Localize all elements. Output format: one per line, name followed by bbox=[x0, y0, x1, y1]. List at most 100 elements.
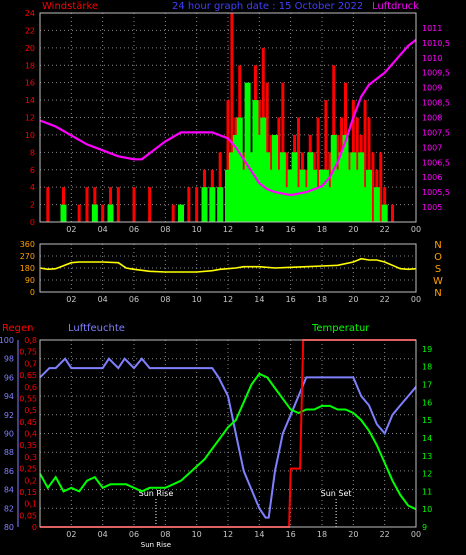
rain-y-tick-label: 0,5 bbox=[24, 406, 37, 415]
direction-y-tick-label: 90 bbox=[25, 276, 35, 285]
wind-speed-bar bbox=[116, 187, 120, 222]
temperature-y-tick-label: 15 bbox=[422, 416, 432, 425]
wind-gust-bar bbox=[326, 187, 333, 222]
rain-y-tick-label: 0,65 bbox=[19, 371, 37, 380]
wind-x-tick-label: 18 bbox=[317, 225, 327, 234]
sunrise-label: Sun Rise bbox=[139, 489, 174, 498]
humidity-y-tick-label: 94 bbox=[4, 392, 14, 401]
wind-gust-bar bbox=[315, 187, 322, 222]
rain-x-tick-label: 06 bbox=[129, 530, 139, 539]
direction-x-tick-label: 16 bbox=[286, 295, 296, 304]
rain-x-tick-label: 16 bbox=[286, 530, 296, 539]
wind-gust-bar bbox=[299, 169, 306, 222]
wind-y-tick-label: 16 bbox=[25, 79, 35, 88]
wind-gust-bar bbox=[272, 134, 278, 222]
direction-x-tick-label: 12 bbox=[223, 295, 233, 304]
wind-x-tick-label: 22 bbox=[380, 225, 390, 234]
rain-x-tick-label: 08 bbox=[160, 530, 170, 539]
wind-gust-bar bbox=[303, 187, 310, 222]
wind-speed-bar bbox=[371, 152, 375, 222]
wind-speed-bar bbox=[226, 100, 230, 222]
wind-gust-bar bbox=[322, 169, 329, 222]
rain-x-tick-label: 18 bbox=[317, 530, 327, 539]
wind-gust-bar bbox=[373, 187, 380, 222]
humidity-y-tick-label: 82 bbox=[4, 504, 14, 513]
pressure-y-tick-label: 1007 bbox=[422, 143, 442, 152]
humidity-y-tick-label: 84 bbox=[4, 486, 14, 495]
temperature-line bbox=[39, 372, 417, 511]
wind-speed-bar bbox=[85, 187, 89, 222]
wind-gust-bar bbox=[244, 82, 251, 223]
direction-x-tick-label: 18 bbox=[317, 295, 327, 304]
wind-speed-bar bbox=[46, 187, 50, 222]
rain-y-tick-label: 0,25 bbox=[19, 465, 37, 474]
wind-gust-bar bbox=[91, 204, 98, 222]
wind-pressure-panel: 02 04 06 08 10 12 14 16 18 20 22 000246810121416182… bbox=[25, 9, 450, 234]
wind-gust-bar bbox=[178, 204, 184, 222]
wind-speed-bar bbox=[218, 152, 222, 222]
pressure-line bbox=[39, 39, 417, 197]
wind-gust-bar bbox=[362, 187, 369, 222]
wind-y-tick-label: 10 bbox=[25, 131, 35, 140]
direction-y-tick-label: 360 bbox=[20, 240, 35, 249]
wind-gust-bar bbox=[283, 187, 290, 222]
wind-gust-bar bbox=[256, 134, 263, 222]
wind-speed-bar bbox=[187, 187, 191, 222]
wind-gust-bar bbox=[275, 169, 282, 222]
pressure-y-tick-label: 1006,5 bbox=[422, 158, 450, 167]
wind-speed-bar bbox=[101, 204, 105, 222]
temperature-y-tick-label: 9 bbox=[422, 523, 427, 532]
rain-x-tick-label: 20 bbox=[348, 530, 358, 539]
wind-gust-bar bbox=[295, 187, 302, 222]
wind-speed-bar bbox=[316, 117, 320, 222]
direction-x-tick-label: 14 bbox=[254, 295, 264, 304]
wind-speed-bar bbox=[363, 100, 367, 222]
wind-gust-bar bbox=[338, 152, 345, 222]
rain-x-tick-label: 00 bbox=[411, 530, 421, 539]
wind-gust-bar bbox=[264, 152, 271, 222]
direction-x-tick-label: 22 bbox=[380, 295, 390, 304]
rain-y-tick-label: 0,3 bbox=[24, 453, 37, 462]
wind-gust-bar bbox=[225, 169, 231, 222]
wind-gust-bar bbox=[311, 169, 318, 222]
wind-x-tick-label: 04 bbox=[98, 225, 108, 234]
wind-gust-bar bbox=[330, 134, 337, 222]
wind-gust-bar bbox=[228, 152, 235, 222]
wind-gust-bar bbox=[107, 204, 114, 222]
wind-gust-bar bbox=[346, 169, 353, 222]
compass-label: W bbox=[433, 276, 443, 287]
sunset-label: Sun Set bbox=[321, 489, 352, 498]
wind-y-tick-label: 0 bbox=[30, 218, 35, 227]
wind-gust-bar bbox=[236, 117, 243, 222]
direction-x-tick-label: 04 bbox=[98, 295, 108, 304]
wind-x-tick-label: 02 bbox=[66, 225, 76, 234]
wind-speed-bar bbox=[391, 204, 394, 222]
temperature-y-tick-label: 11 bbox=[422, 487, 432, 496]
rain-x-tick-label: 10 bbox=[192, 530, 202, 539]
humidity-title: Luftfeuchte bbox=[68, 323, 125, 334]
compass-label: N bbox=[434, 240, 441, 251]
pressure-title: Luftdruck bbox=[372, 1, 419, 12]
rain-y-tick-label: 0,05 bbox=[19, 511, 37, 520]
wind-gust-bar bbox=[232, 134, 239, 222]
rain-title: Regen bbox=[2, 323, 34, 334]
humidity-line bbox=[39, 357, 417, 519]
wind-y-tick-label: 12 bbox=[25, 114, 35, 123]
wind-x-tick-label: 08 bbox=[160, 225, 170, 234]
wind-x-tick-label: 10 bbox=[192, 225, 202, 234]
wind-gust-bar bbox=[260, 117, 267, 222]
wind-y-tick-label: 18 bbox=[25, 61, 35, 70]
wind-y-tick-label: 6 bbox=[30, 166, 35, 175]
rain-y-tick-label: 0,4 bbox=[24, 430, 37, 439]
rain-y-tick-label: 0,7 bbox=[24, 359, 37, 368]
wind-gust-bar bbox=[291, 152, 298, 222]
direction-y-tick-label: 270 bbox=[20, 252, 35, 261]
wind-gust-bar bbox=[240, 169, 247, 222]
temperature-y-tick-label: 16 bbox=[422, 398, 432, 407]
temperature-y-tick-label: 18 bbox=[422, 363, 432, 372]
wind-gust-bar bbox=[279, 152, 286, 222]
wind-speed-bar bbox=[379, 152, 383, 222]
temperature-y-tick-label: 19 bbox=[422, 345, 432, 354]
wind-gust-bar bbox=[252, 100, 259, 222]
